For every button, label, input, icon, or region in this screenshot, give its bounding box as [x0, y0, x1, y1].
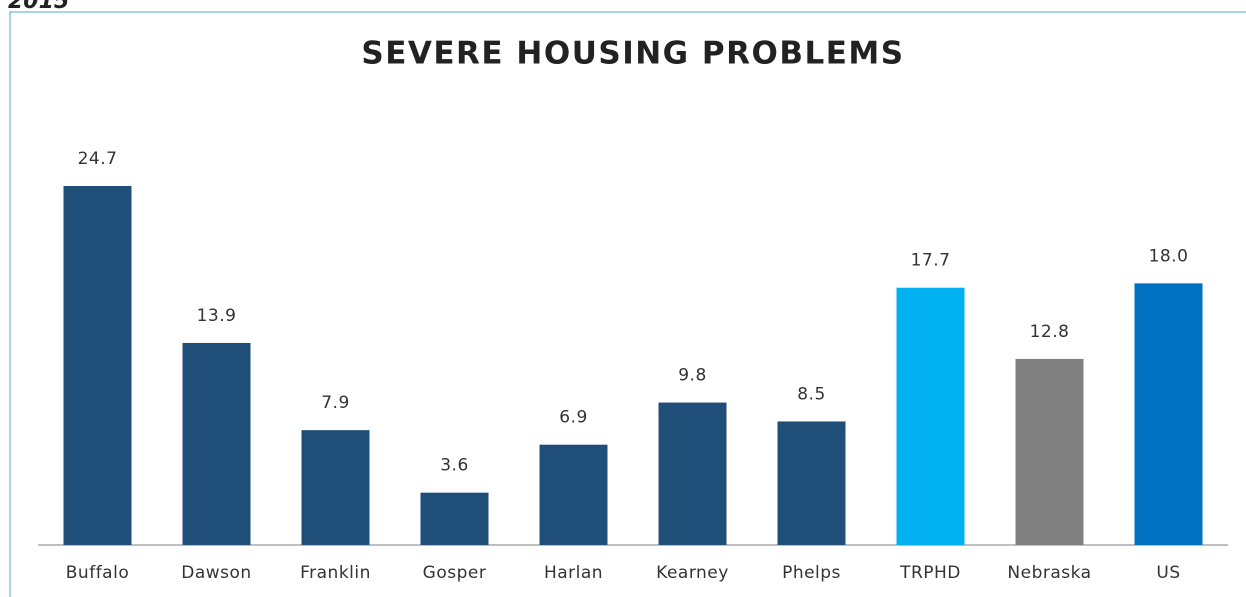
x-tick-label: Nebraska — [1007, 563, 1091, 583]
bar — [777, 421, 846, 545]
chart-title: SEVERE HOUSING PROBLEMS — [361, 36, 904, 72]
bar — [1134, 283, 1203, 545]
data-label: 18.0 — [1149, 246, 1189, 266]
data-label: 7.9 — [321, 393, 350, 413]
data-label: 3.6 — [440, 456, 469, 476]
bar — [420, 492, 489, 545]
x-tick-label: Kearney — [656, 563, 729, 583]
bar — [182, 342, 251, 545]
chart-frame — [9, 11, 1246, 597]
x-tick-label: Gosper — [423, 563, 487, 583]
bar — [63, 185, 132, 546]
data-label: 8.5 — [797, 384, 826, 404]
x-tick-label: Buffalo — [66, 563, 129, 583]
bar — [1015, 358, 1084, 545]
x-tick-label: Phelps — [782, 563, 841, 583]
x-tick-label: TRPHD — [899, 563, 961, 583]
bar — [539, 444, 608, 545]
data-label: 6.9 — [559, 408, 588, 428]
data-label: 12.8 — [1030, 322, 1070, 342]
x-tick-label: US — [1156, 563, 1180, 583]
data-label: 17.7 — [911, 251, 951, 271]
bar — [301, 430, 370, 545]
data-label: 13.9 — [197, 306, 237, 326]
data-label: 24.7 — [78, 149, 118, 169]
data-label: 9.8 — [678, 366, 707, 386]
caption: 2015 — [8, 0, 69, 14]
x-tick-label: Dawson — [181, 563, 251, 583]
x-tick-label: Harlan — [544, 563, 603, 583]
x-tick-label: Franklin — [300, 563, 371, 583]
bar — [658, 402, 727, 545]
bar — [896, 287, 965, 545]
